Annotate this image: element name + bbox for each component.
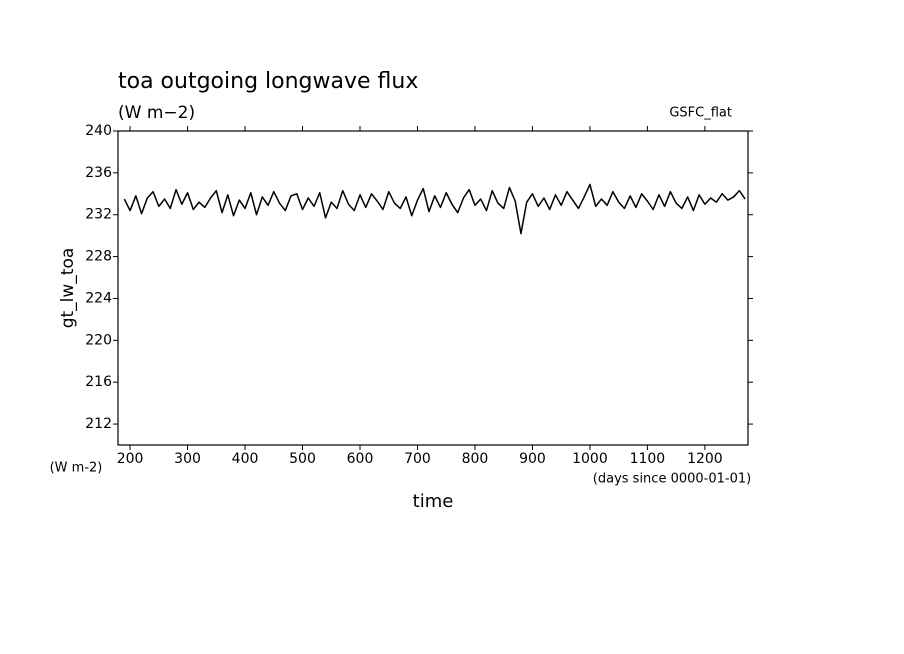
y-tick-label: 224 [85,290,112,306]
y-units: (W m-2) [50,461,103,476]
x-tick-label: 200 [117,451,144,467]
x-tick-label: 600 [347,451,374,467]
plot-frame [117,130,749,446]
y-tick-label: 232 [85,207,112,223]
y-tick-label: 236 [85,165,112,181]
x-tick-label: 1100 [630,451,666,467]
x-tick-label: 500 [289,451,316,467]
y-axis-label: gt_lw_toa [58,248,78,329]
x-tick-label: 1000 [572,451,608,467]
y-tick-label: 216 [85,374,112,390]
data-line [123,183,746,235]
x-units: (days since 0000-01-01) [593,472,751,487]
x-axis-label: time [413,491,454,512]
x-tick-label: 700 [404,451,431,467]
y-tick-label: 228 [85,249,112,265]
x-tick-label: 1200 [687,451,723,467]
y-tick-label: 212 [85,416,112,432]
x-tick-label: 300 [174,451,201,467]
y-tick-label: 240 [85,123,112,139]
chart-title: toa outgoing longwave flux [118,69,418,94]
annotation: GSFC_flat [669,106,732,121]
x-tick-label: 800 [462,451,489,467]
y-tick-label: 220 [85,332,112,348]
x-tick-label: 400 [232,451,259,467]
x-tick-label: 900 [519,451,546,467]
chart-subtitle: (W m−2) [118,103,195,123]
